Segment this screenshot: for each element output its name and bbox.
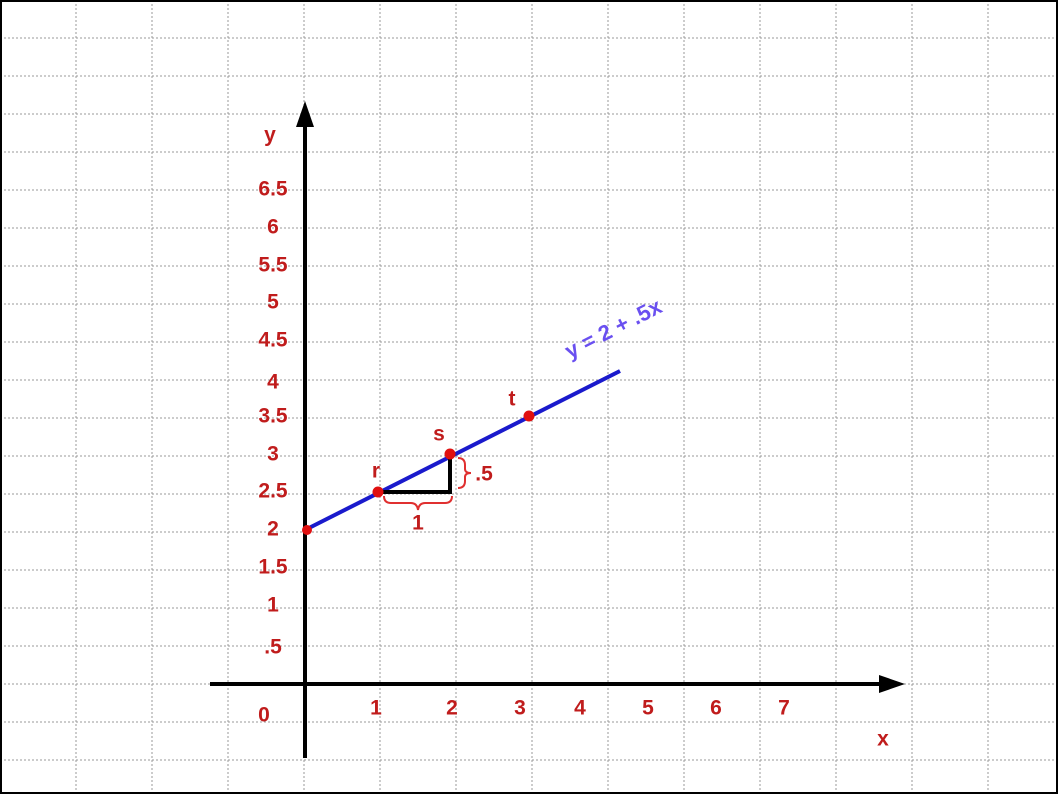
x-tick-label: 5: [642, 697, 654, 720]
point: [302, 525, 312, 535]
point-label: t: [509, 388, 516, 411]
point: [372, 486, 384, 498]
line: [304, 369, 621, 532]
rise-brace: [457, 457, 472, 489]
rise-label: .5: [475, 463, 493, 486]
x-tick-label: 3: [514, 697, 526, 720]
x-tick-label: 6: [710, 697, 722, 720]
y-tick-label: 6: [267, 216, 279, 239]
y-tick-label: 5: [267, 291, 279, 314]
y-tick-label: 2: [267, 518, 279, 541]
origin-label: 0: [258, 704, 270, 727]
y-tick-label: 3: [267, 443, 279, 466]
tick-labels: 1 2 3 4 5 6 76.565.554.543.532.521.51.5: [258, 178, 789, 720]
x-axis-label: x: [877, 728, 889, 751]
x-tick-label: 4: [574, 697, 586, 720]
y-tick-label: .5: [264, 636, 282, 659]
point-label: r: [372, 460, 380, 483]
run-brace: [383, 495, 453, 511]
point-label: s: [433, 423, 445, 446]
slope-triangle: [383, 456, 452, 494]
x-tick-label: 2: [446, 697, 458, 720]
run-label: 1: [412, 512, 424, 535]
y-tick-label: 3.5: [258, 405, 288, 428]
point: [523, 410, 535, 422]
y-tick-label: 1.5: [258, 556, 288, 579]
y-arrow: [296, 101, 314, 127]
point: [444, 448, 456, 460]
x-tick-label: 1: [370, 697, 382, 720]
y-tick-label: 4.5: [258, 329, 288, 352]
y-tick-label: 4: [267, 371, 279, 394]
x-tick-label: 7: [778, 697, 790, 720]
y-tick-label: 2.5: [258, 480, 288, 503]
y-tick-label: 5.5: [258, 254, 288, 277]
y-tick-label: 6.5: [258, 178, 288, 201]
x-arrow: [879, 675, 905, 693]
y-axis-label: y: [264, 124, 276, 147]
y-tick-label: 1: [267, 594, 279, 617]
